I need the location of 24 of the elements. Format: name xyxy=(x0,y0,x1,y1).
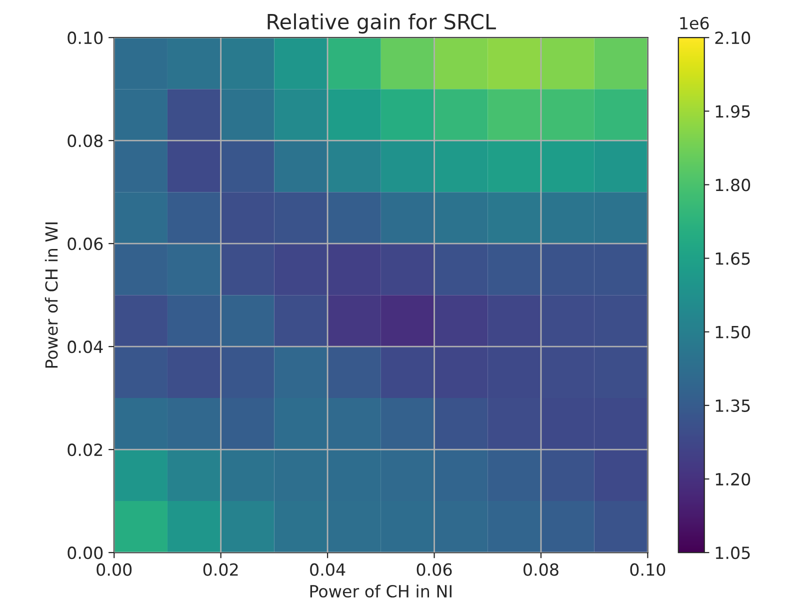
y-tick-label: 0.08 xyxy=(68,134,103,148)
y-tick-label: 0.00 xyxy=(68,546,103,560)
x-axis-title: Power of CH in NI xyxy=(310,584,452,598)
chart-title: Relative gain for SRCL xyxy=(268,13,496,34)
x-tick-label: 0.04 xyxy=(310,563,346,576)
color-bar-label: 1.35 xyxy=(716,399,750,412)
y-tick-label: 0.04 xyxy=(68,340,103,354)
x-tick-label: 0.10 xyxy=(630,563,666,576)
y-tick-label: 0.06 xyxy=(68,238,103,250)
color-bar-label: 1.05 xyxy=(716,546,750,560)
y-tick-label: 0.10 xyxy=(68,32,103,44)
color-bar-label: 1.20 xyxy=(716,472,750,486)
color-bar-label: 1.95 xyxy=(716,105,750,118)
color-bar-label: 1.50 xyxy=(716,326,750,338)
y-tick-label: 0.02 xyxy=(68,444,102,456)
color-bar-label: 2.10 xyxy=(715,32,750,44)
color-bar-label: 1.65 xyxy=(716,252,750,265)
x-tick-label: 0.08 xyxy=(524,563,558,576)
x-tick-label: 0.00 xyxy=(96,563,132,576)
x-tick-label: 0.02 xyxy=(203,563,238,576)
color-bar-title: 1e6 xyxy=(680,16,709,30)
x-tick-label: 0.06 xyxy=(416,563,452,576)
color-bar-label: 1.80 xyxy=(716,178,750,192)
y-axis-title: Power of CH in WI xyxy=(44,222,58,368)
